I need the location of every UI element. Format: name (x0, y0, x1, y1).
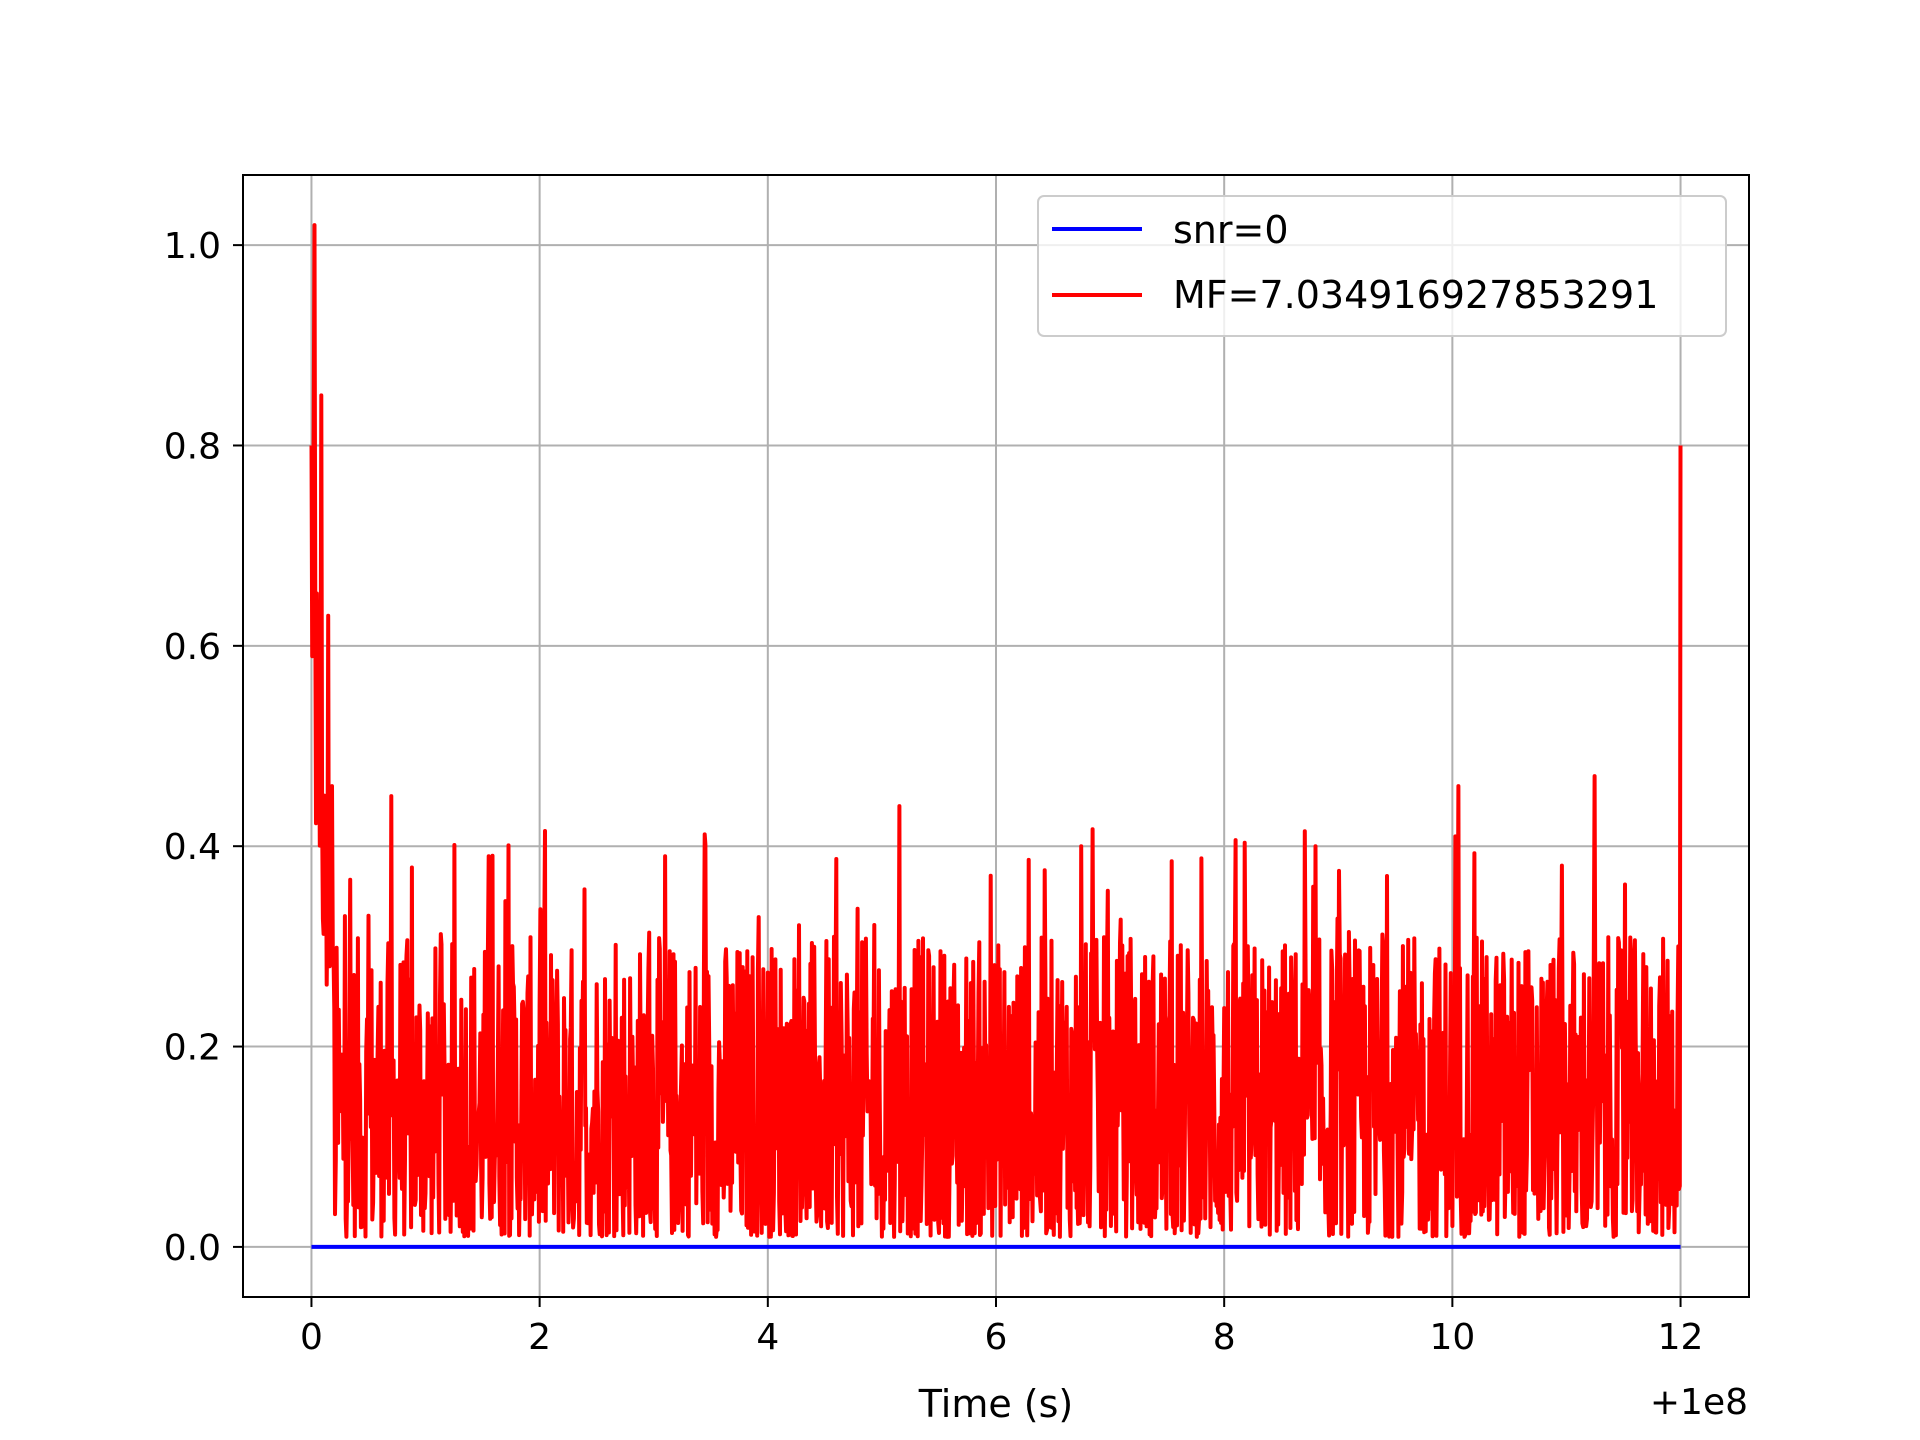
y-tick-label: 1.0 (164, 226, 221, 267)
legend: snr=0 MF=7.034916927853291 (1037, 195, 1727, 337)
legend-label-mf: MF=7.034916927853291 (1173, 273, 1658, 317)
legend-frame (1037, 195, 1727, 337)
x-axis-label: Time (s) (918, 1382, 1074, 1426)
y-tick-label: 0.4 (164, 827, 221, 868)
legend-label-snr: snr=0 (1173, 208, 1289, 252)
x-tick-label: 8 (1213, 1317, 1236, 1358)
x-tick-label: 12 (1658, 1317, 1704, 1358)
x-axis-ticks: 0 2 4 6 8 10 12 (300, 1297, 1703, 1358)
y-tick-label: 0.2 (164, 1028, 221, 1069)
y-axis-ticks: 0.0 0.2 0.4 0.6 0.8 1.0 (164, 226, 243, 1269)
x-tick-label: 10 (1429, 1317, 1475, 1358)
series-layer (309, 223, 1683, 1249)
x-tick-label: 0 (300, 1317, 323, 1358)
x-tick-label: 2 (528, 1317, 551, 1358)
series-line-mf (309, 223, 1683, 1239)
y-tick-label: 0.8 (164, 426, 221, 467)
x-tick-label: 4 (756, 1317, 779, 1358)
x-axis-offset-label: +1e8 (1650, 1382, 1748, 1423)
y-tick-label: 0.6 (164, 627, 221, 668)
y-tick-label: 0.0 (164, 1228, 221, 1269)
x-tick-label: 6 (985, 1317, 1008, 1358)
